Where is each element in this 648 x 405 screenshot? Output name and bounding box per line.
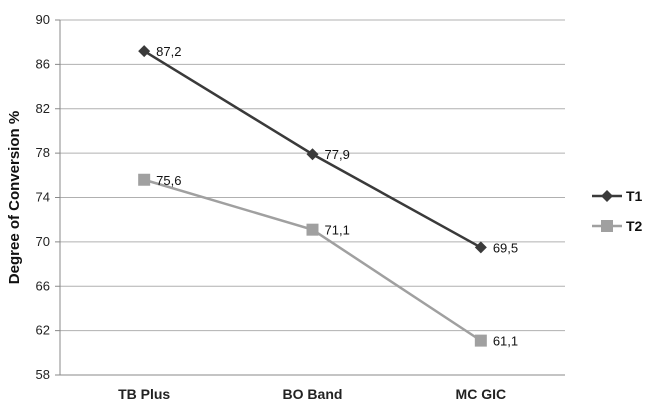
data-point (474, 241, 487, 254)
y-axis-ticks: 58 62 66 70 74 78 82 86 90 (36, 12, 50, 382)
y-axis-label: Degree of Conversion % (6, 111, 23, 284)
data-label: 71,1 (325, 223, 350, 238)
legend-item: T2 (592, 218, 643, 234)
series-line (143, 178, 482, 342)
legend-label: T2 (626, 218, 643, 234)
x-axis-ticks: TB Plus BO Band MC GIC (118, 386, 506, 402)
data-label: 75,6 (156, 173, 181, 188)
series-t1: 87,2 77,9 69,5 (138, 44, 518, 255)
y-tick-label: 82 (36, 101, 50, 116)
legend-label: T1 (626, 188, 643, 204)
x-tick-label: TB Plus (118, 386, 170, 402)
legend-marker (601, 190, 613, 202)
data-point (306, 223, 319, 236)
gridlines (55, 19, 565, 376)
data-label: 69,5 (493, 240, 518, 255)
y-tick-label: 90 (36, 12, 50, 27)
series-group: 87,2 77,9 69,5 75,6 71,1 61,1 (138, 44, 518, 349)
data-label: 77,9 (325, 147, 350, 162)
data-label: 87,2 (156, 44, 181, 59)
x-tick-label: BO Band (283, 386, 343, 402)
data-point (474, 334, 487, 347)
x-tick-label: MC GIC (456, 386, 507, 402)
y-tick-label: 66 (36, 278, 50, 293)
series-t2: 75,6 71,1 61,1 (138, 173, 518, 349)
y-tick-label: 58 (36, 367, 50, 382)
y-tick-label: 78 (36, 145, 50, 160)
legend-item: T1 (592, 188, 643, 204)
y-tick-label: 74 (36, 190, 50, 205)
data-point (138, 45, 151, 58)
legend-marker (601, 220, 613, 232)
data-point (306, 148, 319, 161)
data-label: 61,1 (493, 334, 518, 349)
y-tick-label: 62 (36, 323, 50, 338)
y-tick-label: 86 (36, 56, 50, 71)
data-point (138, 173, 151, 186)
y-tick-label: 70 (36, 234, 50, 249)
legend: T1 T2 (592, 188, 643, 234)
